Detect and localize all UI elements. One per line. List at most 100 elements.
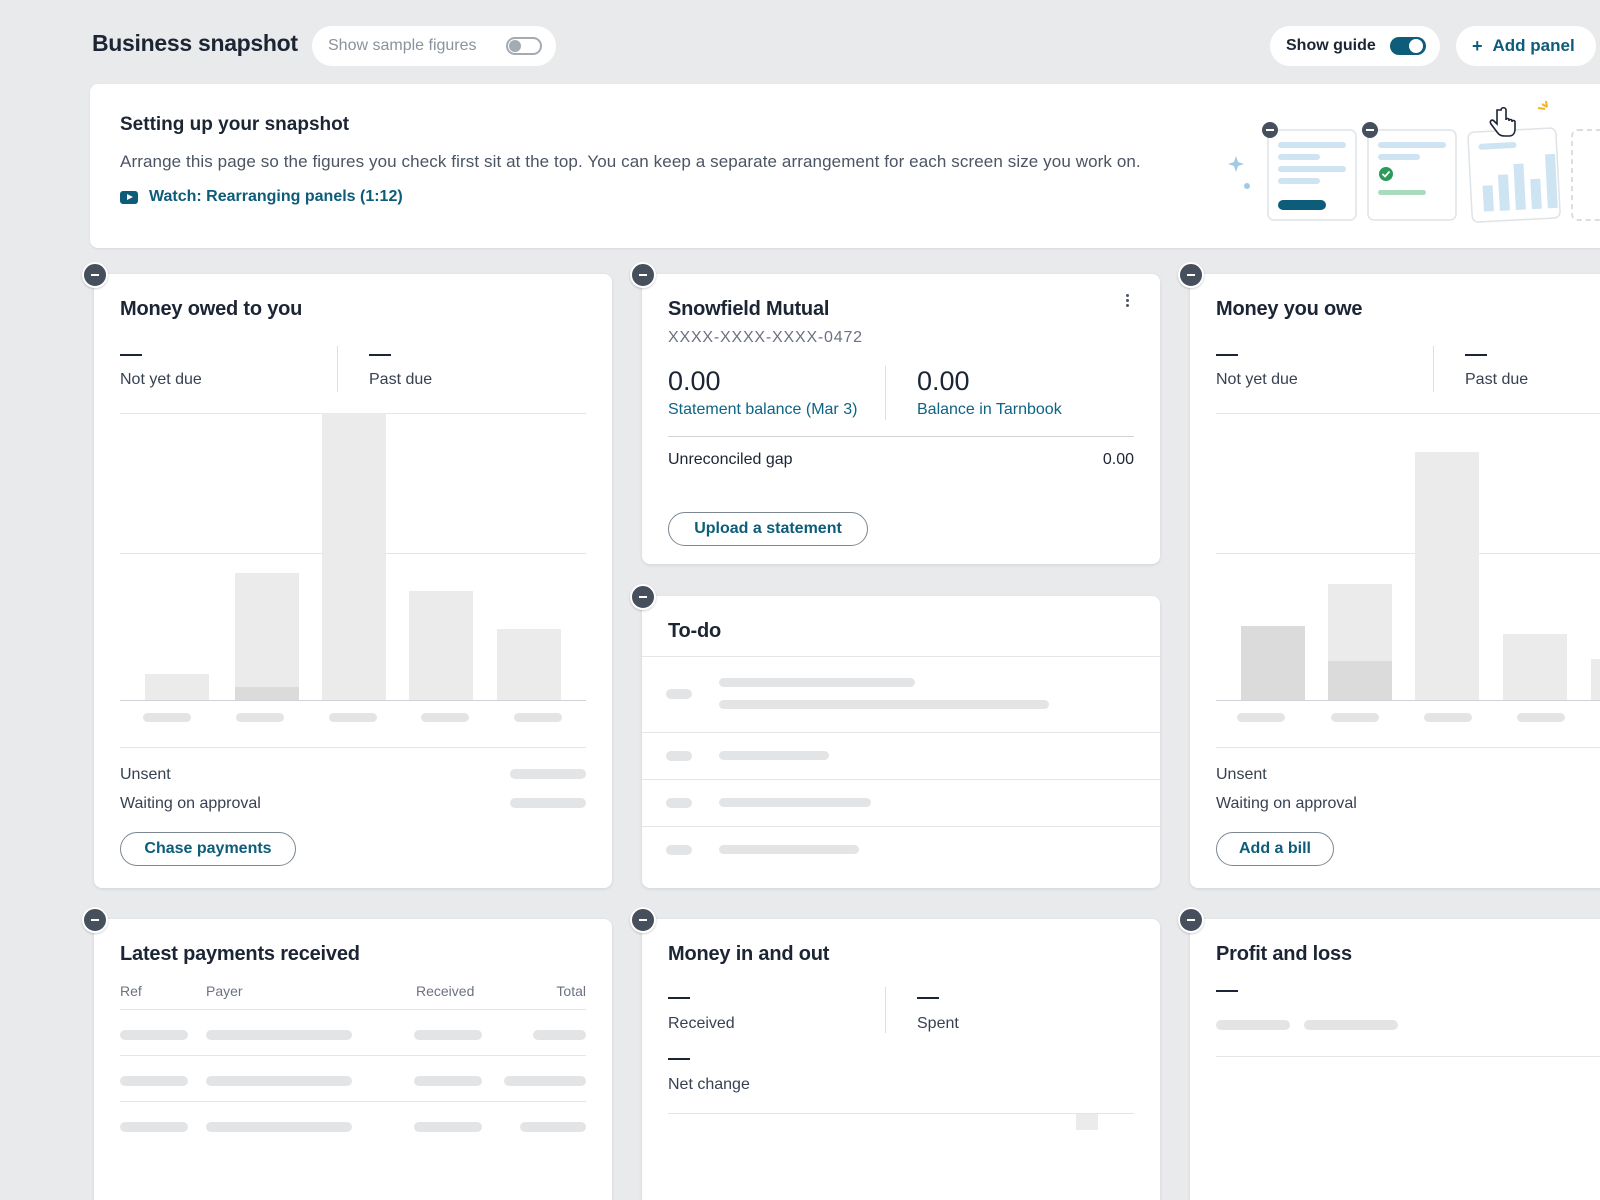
chart-bar (235, 573, 299, 700)
remove-panel-owed-to-you[interactable] (82, 262, 108, 288)
panel-title: Latest payments received (120, 943, 360, 965)
todo-text-placeholder (719, 700, 1049, 709)
add-panel-button[interactable]: + Add panel (1456, 26, 1596, 66)
table-cell-placeholder (504, 1076, 586, 1086)
remove-panel-payments[interactable] (82, 907, 108, 933)
guide-text: Arrange this page so the figures you che… (120, 152, 1141, 171)
divider (337, 346, 338, 392)
statement-balance-link[interactable]: Statement balance (Mar 3) (668, 401, 858, 418)
not-yet-due-label: Not yet due (120, 371, 202, 388)
panel-bank-account: Snowfield Mutual XXXX-XXXX-XXXX-0472 0.0… (642, 274, 1160, 564)
tarnbook-balance-value: 0.00 (917, 366, 970, 396)
sample-figures-label: Show sample figures (328, 37, 477, 54)
tick-label-placeholder (329, 713, 377, 722)
chart-bar (1415, 452, 1479, 700)
chart-bar (1503, 634, 1567, 700)
past-due-value (1465, 354, 1487, 356)
tick-label-placeholder (143, 713, 191, 722)
panel-money-you-owe: Money you owe Not yet due Past due Unsen… (1190, 274, 1600, 888)
chart-bar (409, 591, 473, 700)
todo-icon-placeholder (666, 845, 692, 855)
guide-title: Setting up your snapshot (120, 114, 350, 135)
watch-video-link[interactable]: Watch: Rearranging panels (1:12) (120, 188, 403, 206)
show-guide-toggle[interactable]: Show guide (1270, 26, 1440, 66)
panel-money-in-out: Money in and out Received Spent Net chan… (642, 919, 1160, 1200)
divider (642, 779, 1160, 780)
chase-payments-button[interactable]: Chase payments (120, 832, 296, 866)
table-cell-placeholder (120, 1122, 188, 1132)
tick-label-placeholder (421, 713, 469, 722)
show-guide-label: Show guide (1286, 37, 1376, 54)
add-panel-label: Add panel (1492, 36, 1575, 55)
tarnbook-balance-link[interactable]: Balance in Tarnbook (917, 401, 1062, 418)
video-play-icon (120, 190, 138, 204)
divider (1216, 747, 1600, 748)
panel-title: Profit and loss (1216, 943, 1352, 965)
divider (642, 656, 1160, 657)
unsent-value-placeholder (510, 769, 586, 779)
unsent-label: Unsent (120, 766, 171, 783)
unsent-label: Unsent (1216, 766, 1267, 783)
chart-axis (1216, 700, 1600, 701)
more-options-icon[interactable] (1126, 294, 1130, 310)
bank-name: Snowfield Mutual (668, 298, 830, 320)
panel-title: To-do (668, 620, 722, 642)
plus-icon: + (1472, 35, 1483, 56)
todo-icon-placeholder (666, 798, 692, 808)
sample-figures-switch[interactable] (506, 37, 542, 55)
column-header-total: Total (556, 983, 586, 999)
profit-value (1216, 990, 1238, 992)
tick-label-placeholder (514, 713, 562, 722)
table-cell-placeholder (520, 1122, 586, 1132)
column-header-ref: Ref (120, 983, 142, 999)
past-due-label: Past due (369, 371, 433, 388)
spent-value (917, 997, 939, 999)
column-header-payer: Payer (206, 983, 243, 999)
divider (120, 1055, 586, 1056)
divider (885, 987, 886, 1033)
divider (885, 366, 886, 420)
divider (642, 826, 1160, 827)
tick-label-placeholder (236, 713, 284, 722)
received-value (668, 997, 690, 999)
panel-profit-loss: Profit and loss (1190, 919, 1600, 1200)
remove-panel-money-in-out[interactable] (630, 907, 656, 933)
chart-gridline (668, 1113, 1134, 1114)
waiting-label: Waiting on approval (120, 795, 261, 812)
divider (1216, 1056, 1600, 1057)
profit-detail-placeholder (1216, 1020, 1290, 1030)
panel-todo: To-do (642, 596, 1160, 888)
add-bill-button[interactable]: Add a bill (1216, 832, 1334, 866)
panel-title: Money you owe (1216, 298, 1363, 320)
unreconciled-gap-value: 0.00 (1102, 451, 1134, 468)
chart-bar (1241, 626, 1305, 700)
table-cell-placeholder (206, 1122, 352, 1132)
chart-bar-segment (235, 687, 299, 700)
remove-panel-bank[interactable] (630, 262, 656, 288)
received-label: Received (668, 1015, 735, 1032)
net-change-label: Net change (668, 1076, 750, 1093)
table-cell-placeholder (414, 1122, 482, 1132)
divider (668, 436, 1134, 437)
tick-label-placeholder (1424, 713, 1472, 722)
remove-panel-you-owe[interactable] (1178, 262, 1204, 288)
waiting-label: Waiting on approval (1216, 795, 1357, 812)
not-yet-due-value (120, 354, 142, 356)
table-cell-placeholder (533, 1030, 586, 1040)
sample-figures-toggle[interactable]: Show sample figures (312, 26, 556, 66)
upload-statement-button[interactable]: Upload a statement (668, 512, 868, 546)
chart-gridline (1216, 553, 1600, 554)
chart-bar-segment (1328, 661, 1392, 700)
chart-bar (322, 413, 386, 700)
todo-text-placeholder (719, 751, 829, 760)
divider (642, 732, 1160, 733)
chart-bar (145, 674, 209, 700)
remove-panel-todo[interactable] (630, 584, 656, 610)
column-header-received: Received (416, 983, 475, 999)
show-guide-switch[interactable] (1390, 37, 1426, 55)
tick-label-placeholder (1237, 713, 1285, 722)
statement-balance-value: 0.00 (668, 366, 721, 396)
spent-label: Spent (917, 1015, 959, 1032)
page-title: Business snapshot (92, 30, 298, 56)
remove-panel-profit-loss[interactable] (1178, 907, 1204, 933)
